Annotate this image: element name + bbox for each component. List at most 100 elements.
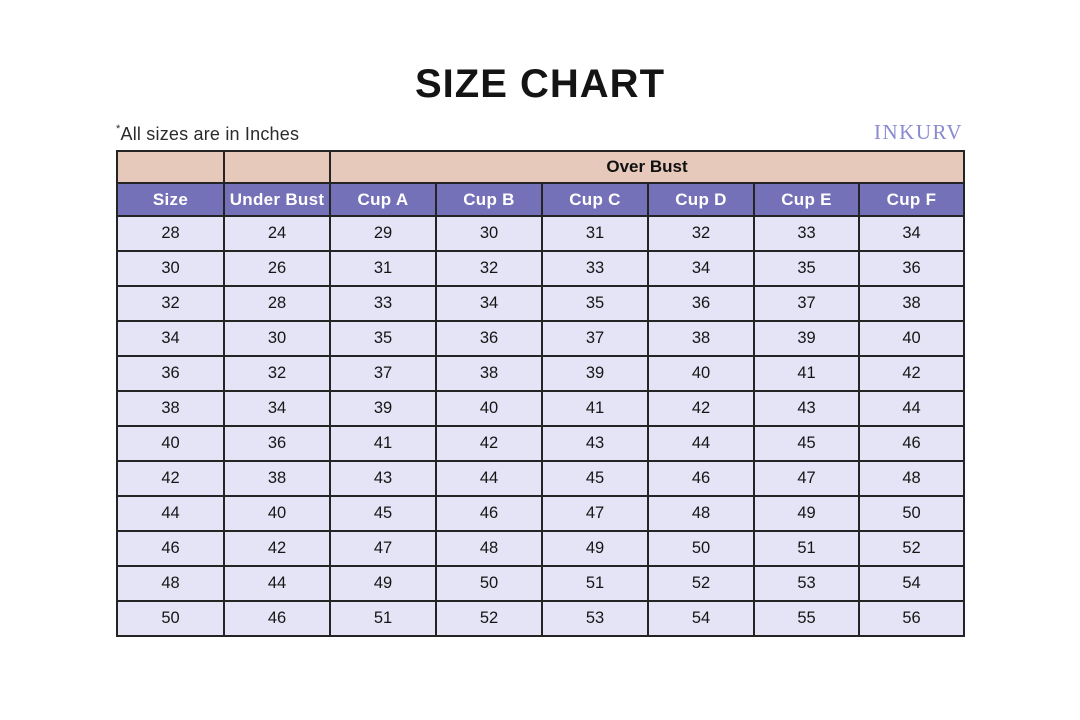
empty-header-underbust [223, 150, 331, 184]
size-cell: 44 [116, 495, 225, 532]
size-cell: 24 [223, 215, 331, 252]
table-row: 36 32 37 38 39 40 41 42 [116, 355, 965, 392]
size-cell: 49 [753, 495, 860, 532]
size-cell: 48 [858, 460, 965, 497]
size-cell: 41 [541, 390, 649, 427]
size-cell: 51 [753, 530, 860, 567]
size-cell: 46 [435, 495, 543, 532]
size-cell: 30 [435, 215, 543, 252]
size-cell: 37 [329, 355, 437, 392]
column-header-cup-a: Cup A [329, 182, 437, 217]
table-row: 48 44 49 50 51 52 53 54 [116, 565, 965, 602]
size-cell: 35 [329, 320, 437, 357]
size-cell: 34 [647, 250, 755, 287]
over-bust-header-row: Over Bust [116, 150, 965, 184]
size-cell: 29 [329, 215, 437, 252]
size-cell: 48 [435, 530, 543, 567]
size-cell: 52 [858, 530, 965, 567]
size-cell: 32 [435, 250, 543, 287]
size-cell: 42 [116, 460, 225, 497]
column-header-cup-b: Cup B [435, 182, 543, 217]
table-row: 28 24 29 30 31 32 33 34 [116, 215, 965, 252]
column-header-cup-d: Cup D [647, 182, 755, 217]
size-cell: 32 [116, 285, 225, 322]
size-cell: 47 [541, 495, 649, 532]
size-cell: 40 [647, 355, 755, 392]
size-cell: 38 [435, 355, 543, 392]
column-header-under-bust: Under Bust [223, 182, 331, 217]
size-cell: 49 [541, 530, 649, 567]
size-cell: 42 [858, 355, 965, 392]
size-cell: 49 [329, 565, 437, 602]
size-cell: 47 [329, 530, 437, 567]
size-cell: 45 [329, 495, 437, 532]
size-cell: 43 [753, 390, 860, 427]
table-row: 50 46 51 52 53 54 55 56 [116, 600, 965, 637]
column-header-size: Size [116, 182, 225, 217]
size-cell: 38 [647, 320, 755, 357]
size-cell: 28 [223, 285, 331, 322]
size-cell: 45 [753, 425, 860, 462]
size-cell: 46 [116, 530, 225, 567]
column-header-cup-e: Cup E [753, 182, 860, 217]
size-cell: 30 [223, 320, 331, 357]
size-cell: 45 [541, 460, 649, 497]
size-cell: 33 [329, 285, 437, 322]
size-cell: 51 [329, 600, 437, 637]
size-cell: 50 [647, 530, 755, 567]
size-cell: 46 [858, 425, 965, 462]
size-cell: 43 [329, 460, 437, 497]
size-cell: 50 [116, 600, 225, 637]
size-cell: 37 [753, 285, 860, 322]
size-cell: 44 [647, 425, 755, 462]
size-cell: 53 [753, 565, 860, 602]
size-cell: 34 [223, 390, 331, 427]
size-cell: 30 [116, 250, 225, 287]
brand-logo: INKURV [874, 120, 963, 144]
size-cell: 47 [753, 460, 860, 497]
table-row: 46 42 47 48 49 50 51 52 [116, 530, 965, 567]
size-cell: 41 [753, 355, 860, 392]
size-cell: 39 [541, 355, 649, 392]
size-cell: 32 [223, 355, 331, 392]
size-cell: 40 [223, 495, 331, 532]
size-cell: 50 [858, 495, 965, 532]
table-row: 42 38 43 44 45 46 47 48 [116, 460, 965, 497]
page-title: SIZE CHART [415, 62, 665, 106]
size-cell: 35 [541, 285, 649, 322]
size-cell: 33 [753, 215, 860, 252]
size-cell: 44 [858, 390, 965, 427]
over-bust-header: Over Bust [329, 150, 965, 184]
empty-header-size [116, 150, 225, 184]
size-cell: 39 [753, 320, 860, 357]
table-row: 44 40 45 46 47 48 49 50 [116, 495, 965, 532]
table-row: 34 30 35 36 37 38 39 40 [116, 320, 965, 357]
column-header-cup-c: Cup C [541, 182, 649, 217]
column-header-cup-f: Cup F [858, 182, 965, 217]
table-row: 38 34 39 40 41 42 43 44 [116, 390, 965, 427]
size-cell: 42 [223, 530, 331, 567]
size-cell: 38 [858, 285, 965, 322]
size-cell: 34 [435, 285, 543, 322]
size-cell: 54 [647, 600, 755, 637]
size-cell: 53 [541, 600, 649, 637]
size-cell: 40 [858, 320, 965, 357]
size-cell: 36 [116, 355, 225, 392]
size-cell: 35 [753, 250, 860, 287]
size-cell: 28 [116, 215, 225, 252]
size-cell: 42 [435, 425, 543, 462]
size-cell: 42 [647, 390, 755, 427]
size-cell: 43 [541, 425, 649, 462]
subheader-row: *All sizes are in Inches INKURV [116, 120, 963, 145]
size-cell: 36 [858, 250, 965, 287]
size-cell: 39 [329, 390, 437, 427]
size-cell: 46 [223, 600, 331, 637]
size-cell: 51 [541, 565, 649, 602]
size-cell: 52 [647, 565, 755, 602]
size-cell: 31 [541, 215, 649, 252]
note-asterisk: * [116, 123, 121, 135]
size-cell: 54 [858, 565, 965, 602]
